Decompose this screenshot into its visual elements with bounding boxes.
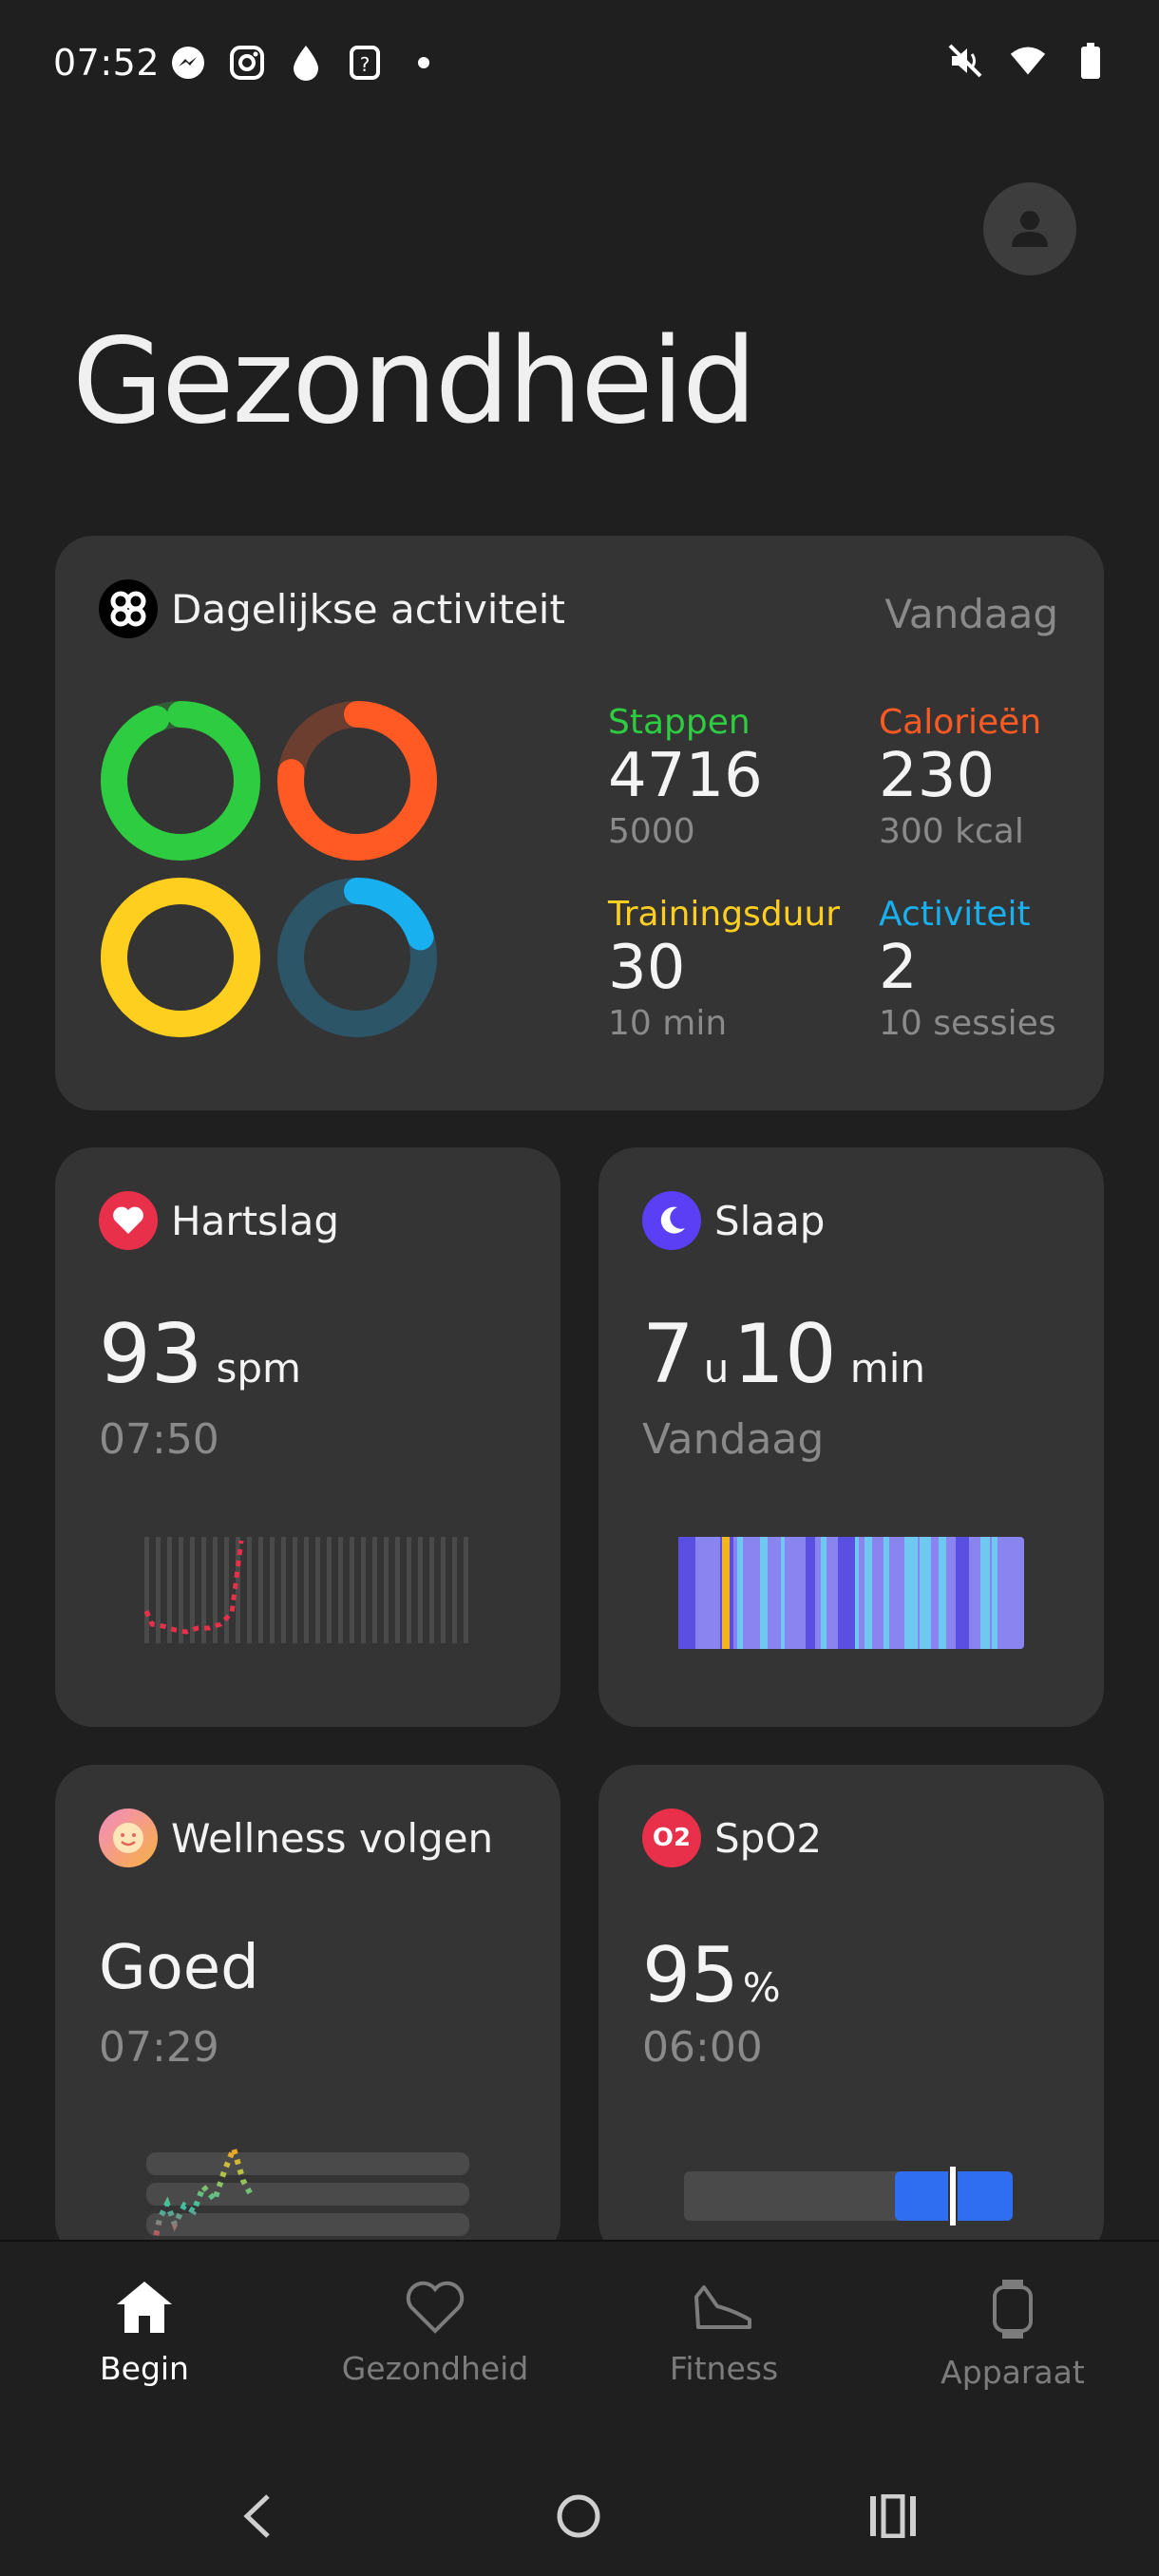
moon-icon [642, 1191, 701, 1250]
stat-label: Activiteit [879, 895, 1031, 934]
sleep-stages-chart [678, 1537, 1024, 1649]
svg-text:?: ? [360, 53, 370, 76]
wifi-icon [1009, 42, 1047, 80]
stat-goal: 300 kcal [879, 811, 1024, 851]
stat-goal: 10 min [608, 1003, 728, 1043]
status-bar: 07:52 ? [0, 0, 1159, 133]
activity-rings [101, 701, 437, 1037]
nav-fitness[interactable]: Fitness [600, 2278, 847, 2387]
stat-value: 230 [879, 741, 996, 811]
wellness-title: Wellness volgen [171, 1814, 494, 1862]
nav-label: Gezondheid [341, 2350, 529, 2387]
stat-value: 2 [879, 933, 918, 1003]
home-icon [117, 2282, 172, 2333]
messenger-icon [169, 44, 207, 82]
system-navigation-bar [0, 2439, 1159, 2576]
sleep-period: Vandaag [642, 1415, 825, 1464]
stat-value: 4716 [608, 741, 763, 811]
daily-activity-card[interactable]: Dagelijkse activiteit Vandaag Stappen 47… [55, 536, 1104, 1110]
battery-icon [1072, 42, 1110, 80]
stat-training: Trainingsduur 30 10 min [608, 895, 840, 1043]
sleep-hours-unit: u [703, 1345, 730, 1392]
heart-rate-sparkline [144, 1537, 468, 1643]
status-time: 07:52 [53, 42, 161, 84]
watch-icon [993, 2280, 1033, 2339]
heart-icon [99, 1191, 158, 1250]
drop-icon [287, 44, 325, 82]
ring-activity [277, 878, 437, 1037]
o2-icon: O2 [642, 1809, 701, 1867]
wellness-time: 07:29 [99, 2023, 219, 2072]
home-circle-icon[interactable] [555, 2492, 602, 2540]
heart-rate-time: 07:50 [99, 1415, 219, 1464]
spo2-unit: % [742, 1964, 781, 2011]
spo2-gauge-marker [948, 2165, 958, 2227]
sleep-card[interactable]: Slaap 7 u 10 min Vandaag [598, 1147, 1104, 1727]
spo2-title: SpO2 [714, 1814, 823, 1862]
shoe-icon [694, 2285, 751, 2329]
period-label: Vandaag [884, 591, 1058, 637]
mute-icon [946, 42, 984, 80]
wellness-card[interactable]: Wellness volgen Goed 07:29 [55, 1765, 560, 2259]
stat-label: Trainingsduur [608, 895, 841, 934]
stat-label: Stappen [608, 703, 750, 742]
stat-calories: Calorieën 230 300 kcal [879, 703, 1041, 851]
spo2-gauge [684, 2165, 1013, 2227]
ring-training [101, 878, 260, 1037]
activity-rings-icon [99, 579, 158, 638]
spo2-card[interactable]: O2 SpO2 95 % 06:00 [598, 1765, 1104, 2259]
ring-calories [277, 701, 437, 861]
recents-icon[interactable] [868, 2494, 918, 2538]
heart-rate-title: Hartslag [171, 1197, 340, 1244]
stat-value: 30 [608, 933, 686, 1003]
dot-icon [405, 44, 443, 82]
sleep-minutes-unit: min [849, 1345, 925, 1392]
heart-outline-icon [406, 2281, 465, 2334]
stat-goal: 5000 [608, 811, 695, 851]
nav-label: Apparaat [940, 2354, 1085, 2391]
daily-activity-title: Dagelijkse activiteit [171, 585, 565, 633]
back-icon[interactable] [239, 2492, 274, 2540]
profile-avatar-button[interactable] [983, 182, 1076, 275]
nav-apparaat[interactable]: Apparaat [889, 2278, 1136, 2391]
nav-label: Fitness [669, 2350, 779, 2387]
sleep-title: Slaap [714, 1197, 826, 1244]
heart-rate-card[interactable]: Hartslag 93 spm 07:50 [55, 1147, 560, 1727]
ring-steps [101, 701, 260, 861]
heart-rate-unit: spm [216, 1345, 301, 1392]
question-icon: ? [346, 44, 384, 82]
sleep-minutes: 10 [732, 1307, 837, 1402]
stat-steps: Stappen 4716 5000 [608, 703, 763, 851]
stat-activity: Activiteit 2 10 sessies [879, 895, 1056, 1043]
bottom-navigation: Begin Gezondheid Fitness Apparaat [0, 2240, 1159, 2439]
wellness-status: Goed [99, 1933, 259, 2003]
nav-begin[interactable]: Begin [21, 2278, 268, 2387]
person-icon [1012, 211, 1048, 247]
sleep-hours: 7 [642, 1307, 694, 1402]
nav-gezondheid[interactable]: Gezondheid [312, 2278, 559, 2387]
page-title: Gezondheid [72, 313, 757, 450]
heart-rate-value: 93 [99, 1307, 203, 1402]
spo2-value: 95 [642, 1931, 739, 2019]
instagram-icon [228, 44, 266, 82]
stat-goal: 10 sessies [879, 1003, 1056, 1043]
spo2-time: 06:00 [642, 2023, 763, 2072]
nav-label: Begin [100, 2350, 189, 2387]
stat-label: Calorieën [879, 703, 1042, 742]
smiley-icon [99, 1809, 158, 1867]
